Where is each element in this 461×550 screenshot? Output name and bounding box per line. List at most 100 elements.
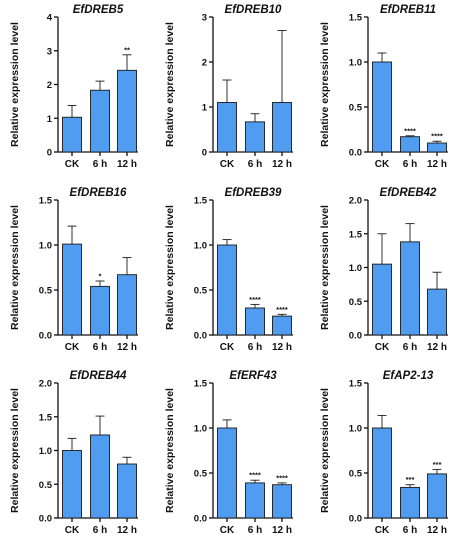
x-tick-label: 6 h	[403, 159, 417, 170]
y-axis-label: Relative expression level	[9, 388, 21, 513]
chart-title: EfDREB44	[70, 370, 127, 382]
significance-label: ***	[433, 460, 442, 469]
y-axis-label: Relative expression level	[319, 388, 331, 513]
bar-1	[372, 61, 392, 153]
y-axis-label: Relative expression level	[9, 22, 21, 147]
y-axis-label: Relative expression level	[164, 22, 176, 147]
y-axis-label: Relative expression level	[319, 205, 331, 330]
bar-2	[245, 121, 265, 153]
y-tick-label: 1.5	[349, 13, 363, 24]
y-tick-label: 1.0	[349, 263, 362, 274]
y-tick-label: 1.5	[349, 229, 363, 240]
chart-title: EfERF43	[229, 370, 277, 382]
bar-1	[62, 450, 82, 519]
y-tick-label: 0.5	[349, 103, 363, 114]
x-tick-label: 12 h	[117, 342, 137, 353]
chart-title: EfDREB42	[380, 187, 437, 199]
x-tick-label: 6 h	[403, 342, 417, 353]
y-tick-label: 0.0	[39, 331, 52, 342]
bar-2	[90, 89, 110, 153]
significance-label: ****	[431, 132, 443, 141]
y-axis-label: Relative expression level	[164, 388, 176, 513]
chart-title: EfAP2-13	[383, 370, 434, 382]
y-tick-label: 0.5	[194, 286, 208, 297]
significance-label: ***	[406, 475, 415, 484]
x-tick-label: 12 h	[272, 525, 292, 536]
bar-3	[117, 69, 137, 153]
y-tick-label: 2.0	[39, 379, 52, 390]
chart-panel-9: EfAP2-13 Relative expression level 0.0 0.5 1…	[319, 370, 448, 536]
y-tick-label: 0.0	[194, 331, 207, 342]
chart-panel-3: EfDREB11 Relative expression level 0.0 0.5 1…	[319, 4, 448, 170]
x-tick-label: CK	[65, 525, 80, 536]
bar-3	[117, 463, 137, 519]
y-tick-label: 1.5	[39, 412, 53, 423]
x-tick-label: 6 h	[93, 342, 107, 353]
chart-title: EfDREB5	[73, 4, 124, 16]
y-axis-label: Relative expression level	[9, 205, 21, 330]
y-axis-label: Relative expression level	[164, 205, 176, 330]
y-tick-label: 1.0	[349, 58, 362, 69]
y-tick-label: 1.0	[39, 241, 52, 252]
x-tick-label: 12 h	[427, 342, 447, 353]
chart-panel-5: EfDREB39 Relative expression level 0.0 0.5 1…	[164, 187, 293, 353]
bar-3	[272, 484, 292, 519]
bar-2	[90, 434, 110, 519]
bar-1	[217, 102, 237, 153]
y-tick-label: 1.5	[194, 196, 208, 207]
bar-3	[427, 288, 447, 336]
significance-label: ****	[249, 471, 261, 480]
y-tick-label: 0.0	[194, 514, 207, 525]
y-tick-label: 2	[47, 80, 52, 91]
bar-1	[372, 263, 392, 336]
y-tick-label: 1.5	[194, 379, 208, 390]
y-tick-label: 0.5	[39, 480, 53, 491]
y-tick-label: 0	[202, 148, 207, 159]
significance-label: **	[124, 45, 130, 54]
x-tick-label: 6 h	[93, 525, 107, 536]
bar-3	[117, 274, 137, 336]
bar-1	[62, 116, 82, 153]
y-tick-label: 1	[202, 103, 208, 114]
bar-3	[272, 102, 292, 153]
chart-title: EfDREB11	[380, 4, 436, 16]
x-tick-label: CK	[65, 159, 80, 170]
y-tick-label: 1.0	[194, 241, 207, 252]
x-tick-label: CK	[375, 525, 390, 536]
bar-3	[272, 315, 292, 336]
significance-label: ****	[249, 295, 261, 304]
significance-label: ****	[276, 305, 288, 314]
chart-panel-1: EfDREB5 Relative expression level 0 1 2 3 4 CK 6…	[9, 4, 138, 170]
significance-label: ****	[404, 126, 416, 135]
y-axis-label: Relative expression level	[319, 22, 331, 147]
y-tick-label: 1	[47, 114, 53, 125]
chart-title: EfDREB16	[70, 187, 127, 199]
y-tick-label: 0.5	[194, 469, 208, 480]
x-tick-label: 6 h	[403, 525, 417, 536]
bar-2	[90, 285, 110, 336]
y-tick-label: 1.0	[39, 446, 52, 457]
x-tick-label: 6 h	[248, 342, 262, 353]
x-tick-label: 6 h	[248, 159, 262, 170]
y-tick-label: 3	[47, 46, 52, 57]
chart-title: EfDREB10	[225, 4, 282, 16]
x-tick-label: CK	[220, 525, 235, 536]
chart-panel-4: EfDREB16 Relative expression level 0.0 0.5 1…	[9, 187, 138, 353]
y-tick-label: 0.0	[349, 148, 362, 159]
chart-panel-6: EfDREB42 Relative expression level 0.0 0.5 1…	[319, 187, 448, 353]
chart-panel-8: EfERF43 Relative expression level 0.0 0.5 1.…	[164, 370, 293, 536]
bar-2	[400, 486, 420, 519]
x-tick-label: CK	[375, 159, 390, 170]
x-tick-label: 12 h	[427, 525, 447, 536]
y-tick-label: 0.5	[349, 469, 363, 480]
x-tick-label: CK	[220, 342, 235, 353]
significance-label: ****	[276, 473, 288, 482]
x-tick-label: 12 h	[427, 159, 447, 170]
x-tick-label: CK	[220, 159, 235, 170]
y-tick-label: 1.0	[349, 424, 362, 435]
bar-3	[427, 142, 447, 153]
y-tick-label: 0.5	[39, 286, 53, 297]
bar-1	[217, 427, 237, 519]
significance-label: *	[99, 272, 102, 281]
